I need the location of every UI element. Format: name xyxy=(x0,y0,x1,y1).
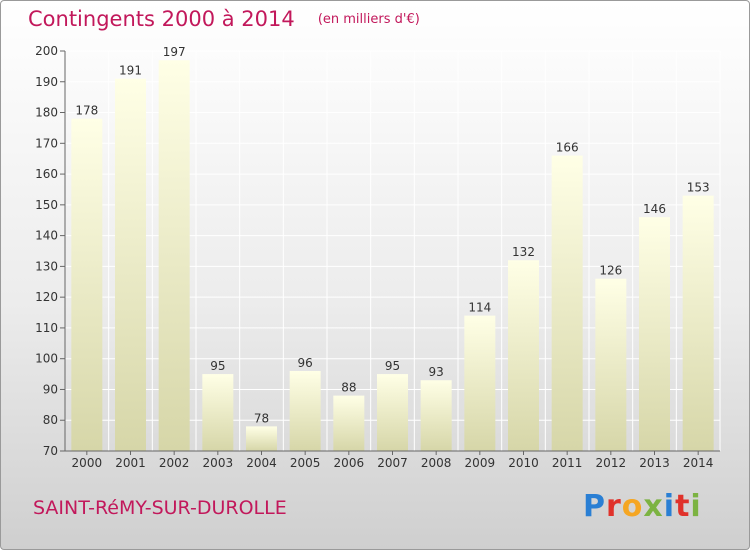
y-tick-label: 180 xyxy=(35,106,58,120)
bar-2000 xyxy=(71,118,103,451)
data-label-2005: 96 xyxy=(298,356,313,370)
x-tick-label-2000: 2000 xyxy=(72,456,103,470)
chart-title: Contingents 2000 à 2014 xyxy=(28,7,295,31)
data-label-2014: 153 xyxy=(687,181,710,195)
y-tick-label: 140 xyxy=(35,229,58,243)
bar-2014 xyxy=(682,195,714,451)
data-label-2012: 126 xyxy=(599,264,622,278)
data-label-2007: 95 xyxy=(385,359,400,373)
x-tick-label-2003: 2003 xyxy=(203,456,234,470)
logo-letter: x xyxy=(643,489,664,524)
x-tick-label-2014: 2014 xyxy=(683,456,714,470)
bar-2005 xyxy=(289,371,321,451)
x-tick-label-2013: 2013 xyxy=(639,456,670,470)
bar-2004 xyxy=(246,426,277,451)
bar-2003 xyxy=(202,374,234,451)
y-tick-label: 200 xyxy=(35,44,58,58)
y-tick-label: 120 xyxy=(35,290,58,304)
commune-name: SAINT-RéMY-SUR-DUROLLE xyxy=(33,497,287,519)
logo-letter: o xyxy=(621,489,644,524)
x-tick-label-2010: 2010 xyxy=(508,456,539,470)
title-row: Contingents 2000 à 2014 (en milliers d'€… xyxy=(28,7,420,31)
proxiti-logo: Proxiti xyxy=(583,489,702,524)
logo-letter: P xyxy=(583,489,606,524)
x-tick-label-2011: 2011 xyxy=(552,456,583,470)
bar-2009 xyxy=(464,315,496,451)
y-tick-label: 190 xyxy=(35,75,58,89)
x-tick-label-2012: 2012 xyxy=(596,456,627,470)
axes: 7080901001101201301401501601701801902002… xyxy=(35,44,720,470)
bar-2013 xyxy=(639,217,670,451)
x-tick-label-2006: 2006 xyxy=(334,456,365,470)
data-label-2002: 197 xyxy=(163,45,186,59)
x-tick-label-2005: 2005 xyxy=(290,456,321,470)
x-tick-label-2007: 2007 xyxy=(377,456,408,470)
data-label-2008: 93 xyxy=(429,365,444,379)
y-tick-label: 70 xyxy=(43,444,58,458)
data-label-2011: 166 xyxy=(556,141,579,155)
y-tick-label: 80 xyxy=(43,413,58,427)
data-label-2006: 88 xyxy=(341,381,356,395)
bar-2007 xyxy=(377,374,408,451)
x-tick-label-2001: 2001 xyxy=(115,456,146,470)
bar-2008 xyxy=(420,380,452,451)
x-tick-label-2008: 2008 xyxy=(421,456,452,470)
y-tick-label: 150 xyxy=(35,198,58,212)
y-tick-label: 90 xyxy=(43,382,58,396)
y-tick-label: 170 xyxy=(35,136,58,150)
x-tick-label-2004: 2004 xyxy=(246,456,277,470)
y-tick-label: 160 xyxy=(35,167,58,181)
data-label-2001: 191 xyxy=(119,64,142,78)
data-label-2003: 95 xyxy=(210,359,225,373)
logo-letter: i xyxy=(690,489,702,524)
bar-2001 xyxy=(115,78,146,451)
y-tick-label: 110 xyxy=(35,321,58,335)
logo-letter: t xyxy=(675,489,691,524)
data-label-2010: 132 xyxy=(512,245,535,259)
bars: 178 191 197 95 78 96 88 95 93 114 132 166 126 146 153 xyxy=(71,45,714,451)
data-label-2009: 114 xyxy=(468,301,491,315)
bar-2002 xyxy=(158,60,190,451)
logo-letter: r xyxy=(606,489,622,524)
bar-2012 xyxy=(595,278,627,451)
bar-2010 xyxy=(508,260,539,451)
y-tick-label: 100 xyxy=(35,352,58,366)
data-label-2000: 178 xyxy=(75,104,98,118)
bar-2006 xyxy=(333,395,365,451)
chart-subtitle: (en milliers d'€) xyxy=(317,12,420,27)
y-tick-label: 130 xyxy=(35,259,58,273)
bar-2011 xyxy=(551,155,583,451)
data-label-2004: 78 xyxy=(254,411,269,425)
data-label-2013: 146 xyxy=(643,202,666,216)
x-tick-label-2009: 2009 xyxy=(465,456,496,470)
x-tick-label-2002: 2002 xyxy=(159,456,190,470)
logo-letter: i xyxy=(663,489,676,524)
